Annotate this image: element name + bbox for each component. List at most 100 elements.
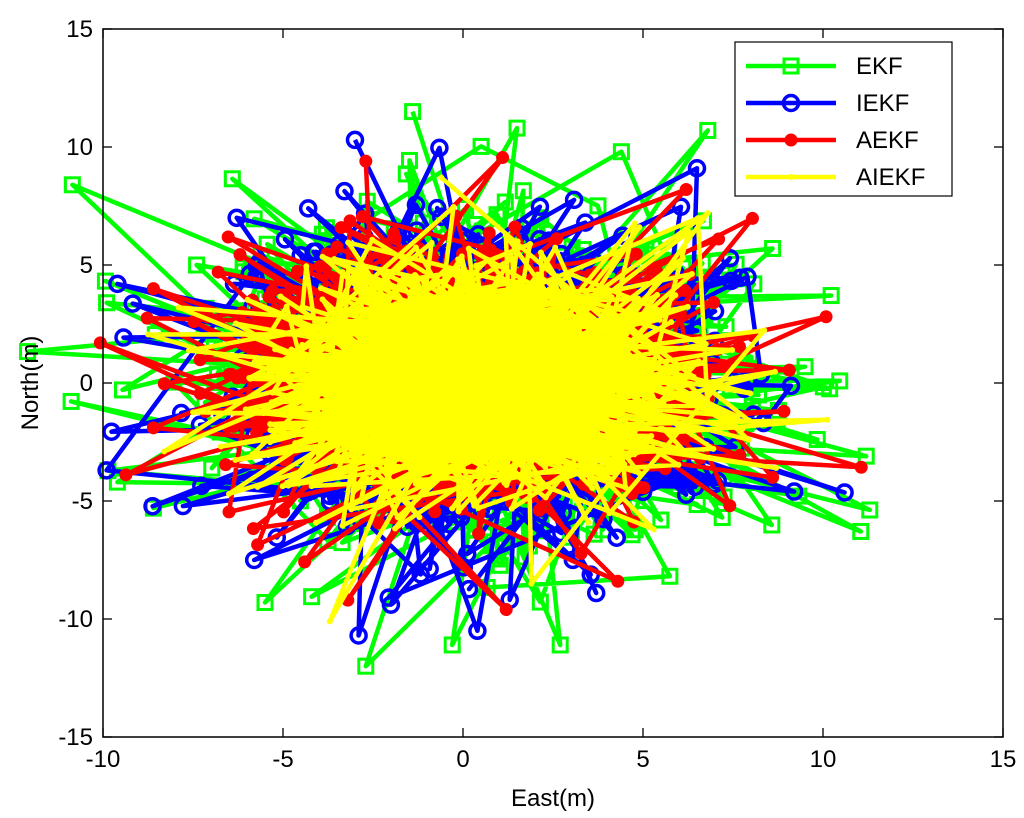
series-aiekf-marker bbox=[517, 278, 524, 285]
series-aiekf-marker bbox=[586, 460, 593, 467]
series-aiekf-marker bbox=[277, 293, 284, 300]
series-aiekf-marker bbox=[376, 498, 383, 505]
series-aiekf-marker bbox=[269, 389, 276, 396]
series-aiekf-marker bbox=[217, 443, 224, 450]
series-aekf-marker bbox=[356, 210, 370, 224]
series-aiekf-marker bbox=[702, 341, 709, 348]
series-aiekf-marker bbox=[495, 274, 502, 281]
series-aekf-marker bbox=[140, 311, 154, 325]
series-aiekf-marker bbox=[608, 315, 615, 322]
series-ekf-marker bbox=[861, 501, 879, 519]
legend-entry-aiekf: AIEKF bbox=[746, 164, 925, 191]
series-ekf-marker bbox=[508, 119, 526, 137]
series-iekf-marker bbox=[275, 230, 295, 249]
legend-label-aiekf: AIEKF bbox=[856, 164, 925, 191]
series-aiekf-marker bbox=[420, 275, 427, 282]
series-aiekf-marker bbox=[264, 334, 271, 341]
series-aiekf-marker bbox=[773, 464, 780, 471]
legend-entry-iekf: IEKF bbox=[746, 90, 909, 117]
x-tick-label: 10 bbox=[810, 746, 837, 773]
y-tick-label: 0 bbox=[80, 370, 93, 397]
legend-entry-aekf: AEKF bbox=[746, 127, 919, 154]
series-aiekf-marker bbox=[636, 224, 643, 231]
series-aiekf-marker bbox=[458, 253, 465, 260]
series-aiekf-marker bbox=[353, 285, 360, 292]
series-aekf-marker bbox=[482, 226, 496, 240]
series-aiekf bbox=[145, 174, 831, 625]
series-aekf-marker bbox=[193, 353, 207, 367]
series-aiekf-marker bbox=[360, 442, 367, 449]
series-iekf-marker bbox=[586, 583, 606, 603]
series-iekf-marker bbox=[240, 264, 260, 284]
series-aiekf-marker bbox=[456, 283, 463, 290]
series-aekf-marker bbox=[854, 460, 868, 474]
x-tick-label: 0 bbox=[456, 746, 469, 773]
series-aiekf-marker bbox=[685, 228, 692, 235]
series-aekf-marker bbox=[679, 182, 693, 196]
series-ekf-marker bbox=[256, 593, 274, 611]
series-aiekf-marker bbox=[326, 618, 333, 625]
series-iekf-marker bbox=[427, 198, 447, 218]
series-aiekf-marker bbox=[553, 273, 560, 280]
series-aiekf-marker bbox=[312, 519, 319, 526]
series-aiekf-marker bbox=[660, 419, 667, 426]
series-aiekf-marker bbox=[411, 272, 418, 279]
series-aiekf-marker bbox=[502, 232, 509, 239]
series-aiekf-marker bbox=[660, 400, 667, 407]
series-aiekf-marker bbox=[283, 303, 290, 310]
series-aiekf-marker bbox=[626, 452, 633, 459]
series-aiekf-marker bbox=[381, 484, 388, 491]
series-aekf-marker bbox=[222, 505, 236, 519]
series-aekf-marker bbox=[277, 505, 291, 519]
series-aiekf-marker bbox=[656, 316, 663, 323]
series-aiekf-marker bbox=[633, 423, 640, 430]
series-aiekf-marker bbox=[649, 444, 656, 451]
series-aiekf-marker bbox=[648, 367, 655, 374]
series-aiekf-marker bbox=[650, 356, 657, 363]
series-aiekf-marker bbox=[621, 431, 628, 438]
series-aiekf-marker bbox=[709, 402, 716, 409]
series-aiekf-marker bbox=[636, 470, 643, 477]
series-aiekf-marker bbox=[464, 481, 471, 488]
series-aiekf-marker bbox=[339, 269, 346, 276]
series-aiekf-marker bbox=[622, 484, 629, 491]
series-iekf-marker bbox=[114, 328, 133, 347]
series-aiekf-marker bbox=[319, 296, 326, 303]
series-aekf-marker bbox=[157, 377, 171, 391]
series-aiekf-marker bbox=[397, 278, 404, 285]
series-ekf-marker bbox=[531, 593, 549, 611]
series-ekf-marker bbox=[467, 216, 485, 234]
series-aiekf-marker bbox=[451, 270, 458, 277]
series-aekf-marker bbox=[230, 371, 244, 385]
series-aekf-marker bbox=[313, 260, 327, 274]
series-aiekf-marker bbox=[729, 346, 736, 353]
series-aiekf-marker bbox=[308, 347, 315, 354]
series-aiekf-marker bbox=[455, 508, 462, 515]
series-line-aiekf bbox=[145, 176, 830, 624]
series-aekf-marker bbox=[334, 221, 348, 235]
series-ekf-marker bbox=[763, 516, 781, 534]
series-iekf-marker bbox=[411, 565, 430, 584]
series-aekf-marker bbox=[262, 290, 276, 304]
series-aiekf-marker bbox=[589, 485, 596, 492]
series-aiekf-marker bbox=[265, 357, 272, 364]
series-aiekf-marker bbox=[631, 339, 638, 346]
series-aiekf-marker bbox=[706, 454, 713, 461]
series-ekf-marker bbox=[203, 459, 221, 477]
series-aiekf-marker bbox=[334, 447, 341, 454]
x-tick-label: 5 bbox=[636, 746, 649, 773]
series-aekf-marker bbox=[359, 154, 373, 168]
series-iekf-marker bbox=[530, 197, 550, 216]
series-aiekf-marker bbox=[386, 462, 393, 469]
series-aiekf-marker bbox=[636, 417, 643, 424]
series-iekf-marker bbox=[687, 158, 707, 178]
series-aiekf-marker bbox=[608, 294, 615, 301]
series-aekf-marker bbox=[219, 458, 233, 472]
series-aiekf-marker bbox=[340, 321, 347, 328]
series-aiekf-marker bbox=[308, 375, 315, 382]
series-aiekf-marker bbox=[668, 319, 675, 326]
series-aiekf-marker bbox=[226, 490, 232, 497]
series-aiekf-marker bbox=[396, 465, 403, 472]
series-aiekf-marker bbox=[449, 505, 456, 512]
series-aiekf-marker bbox=[267, 421, 274, 428]
